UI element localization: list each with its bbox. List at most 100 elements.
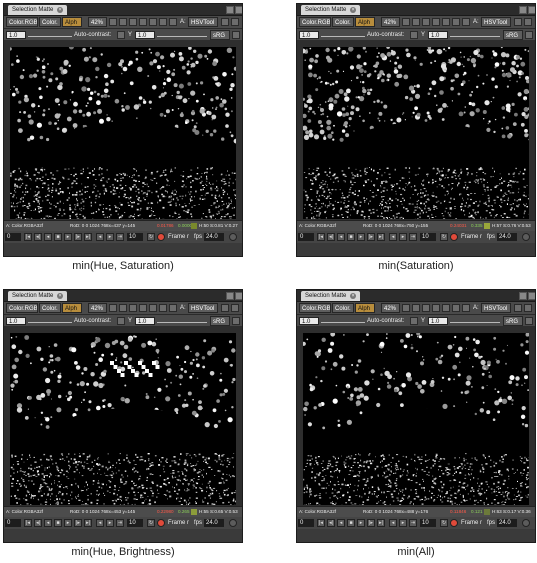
fps-field[interactable]: 24.0 <box>497 233 517 241</box>
turbo-icon[interactable] <box>522 519 530 527</box>
clip-icon[interactable] <box>402 18 410 26</box>
operation-icon[interactable] <box>221 304 229 312</box>
float-icon[interactable] <box>226 6 234 14</box>
auto-contrast-checkbox[interactable] <box>410 31 418 39</box>
input-a-dropdown[interactable]: HSVTool <box>481 17 511 27</box>
wipe-icon[interactable] <box>412 18 420 26</box>
play-backward-icon[interactable]: ◂ <box>44 233 52 241</box>
frame-increment-field[interactable]: 10 <box>420 233 436 241</box>
loop-icon[interactable]: ↻ <box>147 519 155 527</box>
current-frame-field[interactable]: 0 <box>298 233 314 241</box>
chevron-down-icon[interactable] <box>232 31 240 39</box>
image-viewer[interactable] <box>297 40 535 220</box>
turbo-icon[interactable] <box>229 519 237 527</box>
channel-alpha-dropdown[interactable]: Alph <box>355 303 375 313</box>
current-frame-field[interactable]: 0 <box>5 519 21 527</box>
previous-increment-icon[interactable]: ◂ <box>389 519 397 527</box>
gamma-field[interactable]: 1.0 <box>135 31 155 39</box>
tab-selection-matte[interactable]: Selection Matte × <box>301 291 361 301</box>
stop-icon[interactable]: ■ <box>54 519 62 527</box>
increment-icon[interactable]: ⇥ <box>409 233 417 241</box>
next-keyframe-icon[interactable]: |▸ <box>367 233 375 241</box>
auto-contrast-checkbox[interactable] <box>410 317 418 325</box>
clip-icon[interactable] <box>109 18 117 26</box>
play-backward-icon[interactable]: ◂ <box>44 519 52 527</box>
input-b-icon[interactable] <box>231 18 239 26</box>
previous-increment-icon[interactable]: ◂ <box>389 233 397 241</box>
channel-alpha-dropdown[interactable]: Alph <box>355 17 375 27</box>
current-frame-field[interactable]: 0 <box>298 519 314 527</box>
float-icon[interactable] <box>519 6 527 14</box>
play-backward-icon[interactable]: ◂ <box>337 233 345 241</box>
close-icon[interactable]: × <box>350 293 357 299</box>
roi-icon[interactable] <box>422 18 430 26</box>
operation-icon[interactable] <box>514 304 522 312</box>
last-frame-icon[interactable]: ▸| <box>377 519 385 527</box>
previous-keyframe-icon[interactable]: ◂| <box>34 233 42 241</box>
image-viewer[interactable] <box>4 40 242 220</box>
zoom-dropdown[interactable]: 42% <box>381 17 400 27</box>
gamma-slider[interactable] <box>450 322 500 323</box>
channel-alpha-dropdown[interactable]: Alph <box>62 303 82 313</box>
record-icon[interactable] <box>450 519 458 527</box>
stop-icon[interactable]: ■ <box>347 519 355 527</box>
gamma-field[interactable]: 1.0 <box>135 317 155 325</box>
input-b-icon[interactable] <box>231 304 239 312</box>
previous-keyframe-icon[interactable]: ◂| <box>327 233 335 241</box>
input-b-icon[interactable] <box>524 18 532 26</box>
play-forward-icon[interactable]: ▸ <box>357 519 365 527</box>
turbo-icon[interactable] <box>522 233 530 241</box>
channel-rgb-dropdown[interactable]: Color.RGB <box>299 17 331 27</box>
tab-selection-matte[interactable]: Selection Matte × <box>8 291 68 301</box>
turbo-icon[interactable] <box>229 233 237 241</box>
auto-contrast-checkbox[interactable] <box>117 317 125 325</box>
colorspace-dropdown[interactable]: sRG <box>503 30 523 40</box>
input-a-icon[interactable] <box>169 18 177 26</box>
tab-selection-matte[interactable]: Selection Matte × <box>8 5 68 15</box>
loop-icon[interactable]: ↻ <box>440 519 448 527</box>
roi-icon[interactable] <box>129 18 137 26</box>
input-a-icon[interactable] <box>169 304 177 312</box>
gain-slider[interactable] <box>28 322 72 323</box>
colorspace-dropdown[interactable]: sRG <box>210 30 230 40</box>
clip-icon[interactable] <box>402 304 410 312</box>
overlay-icon[interactable] <box>149 304 157 312</box>
input-b-icon[interactable] <box>524 304 532 312</box>
overlay-icon[interactable] <box>442 304 450 312</box>
current-frame-field[interactable]: 0 <box>5 233 21 241</box>
gamma-field[interactable]: 1.0 <box>428 317 448 325</box>
frame-increment-field[interactable]: 10 <box>420 519 436 527</box>
roi-icon[interactable] <box>422 304 430 312</box>
gear-icon[interactable] <box>139 18 147 26</box>
input-a-icon[interactable] <box>462 18 470 26</box>
maximize-icon[interactable] <box>528 292 535 300</box>
wipe-icon[interactable] <box>119 18 127 26</box>
gear-icon[interactable] <box>432 18 440 26</box>
play-forward-icon[interactable]: ▸ <box>357 233 365 241</box>
record-icon[interactable] <box>450 233 458 241</box>
play-backward-icon[interactable]: ◂ <box>337 519 345 527</box>
wipe-icon[interactable] <box>412 304 420 312</box>
chevron-down-icon[interactable] <box>525 317 533 325</box>
overlay-icon[interactable] <box>149 18 157 26</box>
aspect-icon[interactable] <box>452 304 460 312</box>
loop-icon[interactable]: ↻ <box>147 233 155 241</box>
close-icon[interactable]: × <box>57 293 64 299</box>
play-forward-icon[interactable]: ▸ <box>64 233 72 241</box>
aspect-icon[interactable] <box>159 18 167 26</box>
input-a-icon[interactable] <box>462 304 470 312</box>
maximize-icon[interactable] <box>528 6 535 14</box>
close-icon[interactable]: × <box>350 7 357 13</box>
float-icon[interactable] <box>226 292 234 300</box>
record-icon[interactable] <box>157 519 165 527</box>
previous-increment-icon[interactable]: ◂ <box>96 233 104 241</box>
chevron-down-icon[interactable] <box>525 31 533 39</box>
gain-field[interactable]: 1.0 <box>6 31 26 39</box>
colorspace-dropdown[interactable]: sRG <box>210 316 230 326</box>
roi-icon[interactable] <box>129 304 137 312</box>
channel-color-dropdown[interactable]: Color. <box>332 303 354 313</box>
channel-rgb-dropdown[interactable]: Color.RGB <box>299 303 331 313</box>
stop-icon[interactable]: ■ <box>347 233 355 241</box>
increment-icon[interactable]: ⇥ <box>116 233 124 241</box>
first-frame-icon[interactable]: |◂ <box>317 519 325 527</box>
